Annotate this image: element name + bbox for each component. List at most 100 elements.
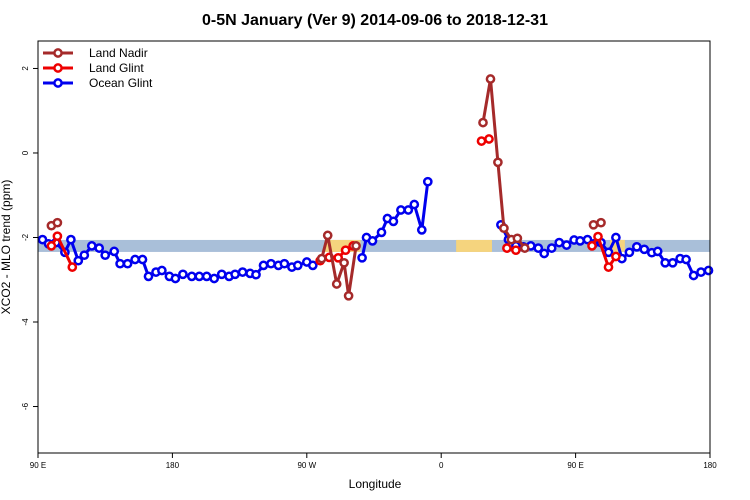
y-tick-label: -6 bbox=[21, 402, 30, 410]
data-point-ocean-glint bbox=[186, 271, 197, 282]
data-point-ocean-glint bbox=[143, 271, 154, 282]
series-layer bbox=[37, 74, 714, 301]
data-point-ocean-glint bbox=[251, 269, 261, 280]
data-point-ocean-glint bbox=[539, 248, 550, 259]
data-point-land-glint bbox=[333, 252, 344, 263]
data-point-land-glint bbox=[46, 241, 57, 251]
legend-marker-land-nadir bbox=[53, 48, 63, 58]
data-point-ocean-glint bbox=[258, 260, 269, 271]
data-point-land-glint bbox=[67, 262, 78, 272]
legend-label-land-glint: Land Glint bbox=[89, 61, 144, 75]
series-land-nadir bbox=[46, 74, 606, 301]
x-axis-label: Longitude bbox=[349, 477, 402, 491]
y-tick-label: 2 bbox=[21, 66, 30, 71]
data-point-ocean-glint bbox=[157, 265, 167, 276]
data-point-land-glint bbox=[511, 245, 521, 256]
data-point-ocean-glint bbox=[178, 269, 188, 280]
legend-label-land-nadir: Land Nadir bbox=[89, 46, 148, 60]
data-point-ocean-glint bbox=[122, 258, 133, 269]
data-point-land-glint bbox=[587, 241, 597, 251]
data-point-land-nadir bbox=[493, 157, 503, 168]
data-point-ocean-glint bbox=[170, 273, 181, 284]
data-point-land-glint bbox=[476, 136, 487, 146]
data-point-land-nadir bbox=[519, 243, 530, 253]
data-point-ocean-glint bbox=[376, 227, 387, 238]
data-point-ocean-glint bbox=[533, 243, 544, 253]
data-point-ocean-glint bbox=[624, 247, 635, 258]
data-point-ocean-glint bbox=[73, 255, 84, 266]
data-point-land-nadir bbox=[596, 217, 606, 228]
data-point-ocean-glint bbox=[652, 246, 663, 257]
data-point-land-nadir bbox=[588, 219, 599, 230]
legend-marker-land-glint bbox=[53, 63, 63, 73]
data-point-ocean-glint bbox=[603, 247, 614, 258]
data-point-land-nadir bbox=[351, 241, 361, 251]
data-point-ocean-glint bbox=[681, 254, 691, 265]
data-point-ocean-glint bbox=[86, 241, 97, 251]
x-tick-label: 90 W bbox=[297, 461, 316, 470]
x-tick-label: 90 E bbox=[30, 461, 46, 470]
chart-title: 0-5N January (Ver 9) 2014-09-06 to 2018-… bbox=[202, 12, 548, 29]
y-axis: 2 0 -2 -4 -6 bbox=[21, 66, 38, 410]
series-line-land-glint-4 bbox=[590, 235, 618, 269]
data-point-land-glint bbox=[611, 251, 621, 262]
legend-marker-ocean-glint bbox=[53, 78, 63, 88]
data-point-ocean-glint bbox=[403, 205, 414, 215]
data-point-ocean-glint bbox=[396, 205, 406, 215]
data-point-ocean-glint bbox=[130, 254, 140, 265]
reference-band-2 bbox=[456, 239, 492, 252]
x-tick-label: 180 bbox=[166, 461, 180, 470]
data-point-ocean-glint bbox=[388, 216, 399, 227]
data-point-ocean-glint bbox=[696, 267, 706, 277]
data-point-ocean-glint bbox=[688, 270, 699, 281]
data-point-ocean-glint bbox=[230, 269, 240, 280]
data-point-ocean-glint bbox=[279, 258, 290, 269]
data-point-land-glint bbox=[340, 245, 351, 256]
series-ocean-glint bbox=[37, 176, 714, 284]
data-point-ocean-glint bbox=[554, 237, 565, 248]
data-point-ocean-glint bbox=[137, 254, 148, 265]
data-point-land-glint bbox=[593, 231, 603, 242]
data-point-ocean-glint bbox=[639, 244, 650, 255]
data-point-ocean-glint bbox=[109, 246, 120, 257]
data-point-land-nadir bbox=[322, 230, 333, 241]
data-point-ocean-glint bbox=[94, 243, 105, 253]
data-point-ocean-glint bbox=[575, 236, 585, 246]
data-point-land-glint bbox=[484, 134, 494, 144]
data-point-ocean-glint bbox=[100, 250, 111, 261]
data-point-ocean-glint bbox=[209, 273, 220, 284]
data-point-ocean-glint bbox=[266, 258, 276, 269]
data-point-land-nadir bbox=[339, 257, 349, 268]
y-tick-label: -2 bbox=[21, 233, 30, 241]
data-point-ocean-glint bbox=[611, 232, 621, 243]
data-point-ocean-glint bbox=[561, 240, 572, 250]
data-point-ocean-glint bbox=[667, 257, 678, 268]
data-point-ocean-glint bbox=[307, 260, 318, 271]
data-point-land-glint bbox=[603, 262, 614, 272]
data-point-land-nadir bbox=[478, 117, 488, 128]
data-point-ocean-glint bbox=[201, 271, 212, 282]
y-tick-label: -4 bbox=[21, 318, 30, 326]
data-point-land-nadir bbox=[331, 279, 342, 289]
data-point-ocean-glint bbox=[216, 269, 227, 280]
data-point-land-nadir bbox=[485, 74, 496, 84]
x-axis: 90 E 180 90 W 0 90 E 180 bbox=[30, 453, 717, 470]
data-point-land-nadir bbox=[343, 290, 354, 301]
legend-label-ocean-glint: Ocean Glint bbox=[89, 76, 153, 90]
series-line-land-nadir-2 bbox=[481, 77, 527, 250]
data-point-ocean-glint bbox=[115, 258, 125, 269]
y-axis-label: XCO2 - MLO trend (ppm) bbox=[0, 180, 13, 315]
data-point-land-nadir bbox=[512, 233, 523, 244]
data-point-land-glint bbox=[502, 243, 512, 253]
data-point-ocean-glint bbox=[409, 199, 420, 210]
data-point-ocean-glint bbox=[367, 236, 378, 246]
data-point-land-glint bbox=[52, 231, 63, 242]
data-point-ocean-glint bbox=[292, 260, 303, 271]
x-tick-label: 90 E bbox=[567, 461, 583, 470]
data-point-land-nadir bbox=[499, 223, 509, 234]
data-point-ocean-glint bbox=[631, 241, 642, 252]
data-point-ocean-glint bbox=[194, 271, 205, 282]
data-point-land-nadir bbox=[316, 253, 327, 264]
